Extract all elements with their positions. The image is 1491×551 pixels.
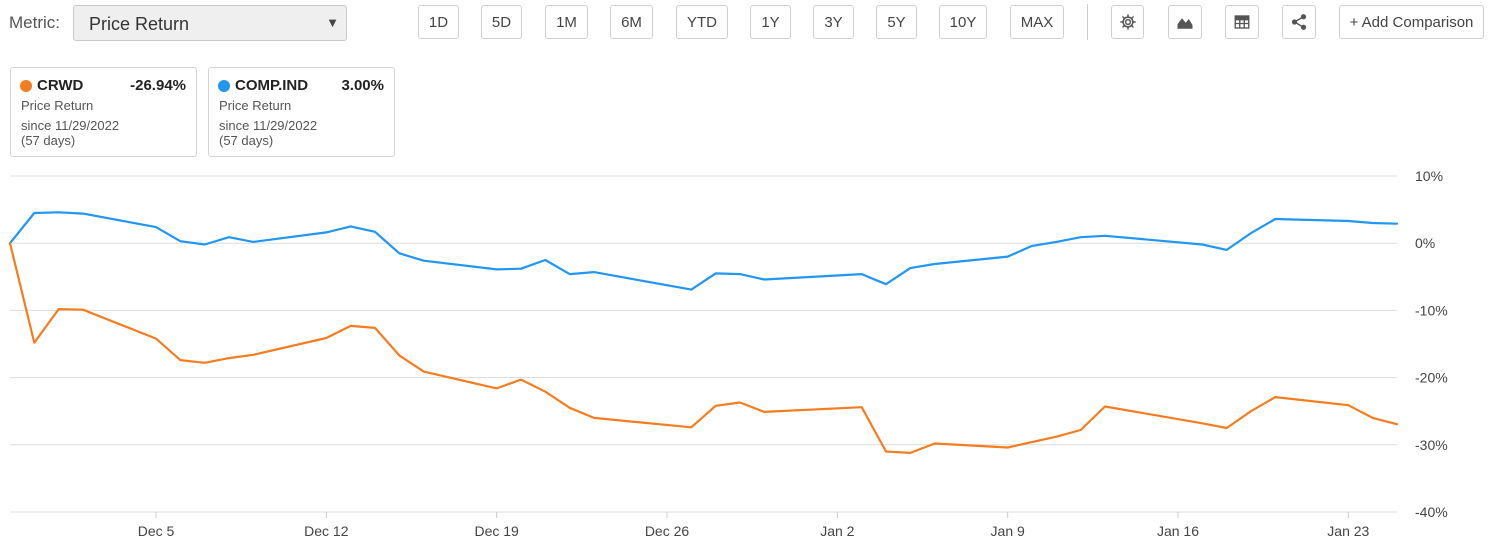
x-tick-label: Jan 9 (991, 523, 1025, 539)
x-tick-label: Dec 26 (645, 523, 690, 539)
share-button[interactable] (1282, 5, 1316, 39)
x-tick-label: Jan 23 (1327, 523, 1369, 539)
x-tick-label: Dec 5 (138, 523, 175, 539)
range-button-3y[interactable]: 3Y (813, 5, 854, 39)
legend-symbol[interactable]: CRWD (37, 77, 84, 94)
x-tick-label: Dec 19 (474, 523, 519, 539)
settings-button[interactable] (1111, 5, 1144, 39)
range-button-ytd[interactable]: YTD (676, 5, 728, 39)
x-tick-label: Jan 2 (820, 523, 854, 539)
metric-select[interactable]: Price Return ▼ (73, 5, 347, 41)
x-tick-label: Jan 16 (1157, 523, 1199, 539)
range-button-6m[interactable]: 6M (610, 5, 653, 39)
chart-type-button[interactable] (1168, 5, 1202, 39)
y-tick-label: -30% (1415, 437, 1448, 453)
y-tick-label: 10% (1415, 168, 1443, 184)
legend-since: since 11/29/2022 (21, 118, 120, 133)
series-color-dot (20, 80, 32, 92)
legend-symbol[interactable]: COMP.IND (235, 77, 309, 94)
table-view-button[interactable] (1225, 5, 1259, 39)
legend-days: (57 days) (219, 133, 274, 148)
area-chart-icon (1177, 18, 1193, 29)
legend-days: (57 days) (21, 133, 76, 148)
legend-since: since 11/29/2022 (219, 118, 318, 133)
metric-label: Metric: (9, 13, 60, 32)
legend-metric: Price Return (21, 98, 94, 113)
toolbar-divider (1087, 4, 1088, 40)
gear-icon (1119, 14, 1136, 30)
y-tick-label: -20% (1415, 370, 1448, 386)
y-tick-label: -10% (1415, 302, 1448, 318)
y-tick-label: 0% (1415, 235, 1435, 251)
series-line-crwd[interactable] (8, 242, 1399, 454)
range-button-5y[interactable]: 5Y (876, 5, 917, 39)
y-tick-label: -40% (1415, 504, 1448, 520)
legend-return: 3.00% (341, 77, 384, 94)
price-return-chart[interactable]: 10% 0% -10% -20% -30% -40% Dec 5 Dec 12 Dec 19 De… (0, 160, 1491, 551)
series-color-dot (218, 80, 230, 92)
range-button-max[interactable]: MAX (1010, 5, 1064, 39)
series-line-comp-ind[interactable] (8, 211, 1399, 291)
legend-return: -26.94% (130, 77, 186, 94)
metric-select-value: Price Return (89, 14, 190, 34)
range-button-10y[interactable]: 10Y (939, 5, 987, 39)
share-icon (1291, 14, 1307, 30)
legend-card-comp-ind: COMP.IND 3.00% Price Return since 11/29/… (208, 67, 395, 157)
range-button-1m[interactable]: 1M (545, 5, 588, 39)
range-button-1d[interactable]: 1D (418, 5, 459, 39)
range-button-1y[interactable]: 1Y (750, 5, 791, 39)
range-button-5d[interactable]: 5D (481, 5, 522, 39)
legend-card-crwd: CRWD -26.94% Price Return since 11/29/20… (10, 67, 197, 157)
chevron-down-icon: ▼ (326, 15, 339, 30)
add-comparison-button[interactable]: + Add Comparison (1339, 5, 1484, 39)
table-icon (1234, 15, 1250, 29)
x-tick-label: Dec 12 (304, 523, 349, 539)
legend-metric: Price Return (219, 98, 292, 113)
